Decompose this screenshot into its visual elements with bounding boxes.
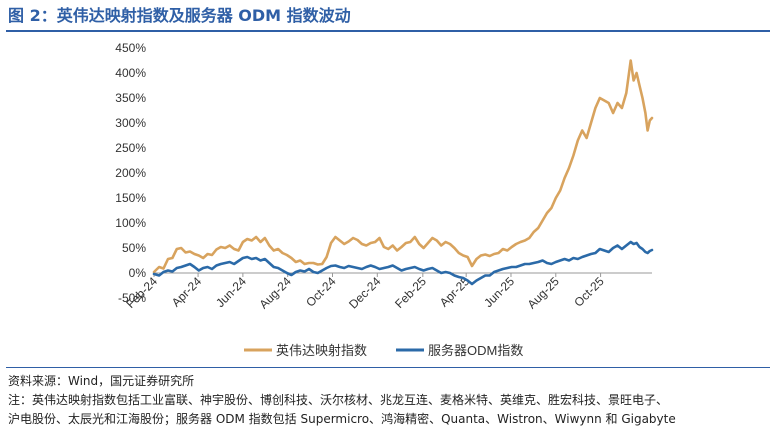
x-tick-label: Aug-25 bbox=[525, 274, 562, 311]
y-tick-label: 250% bbox=[115, 141, 146, 155]
y-tick-label: 150% bbox=[115, 191, 146, 205]
footnote-line-2: 沪电股份、太辰光和江海股份；服务器 ODM 指数包括 Supermicro、鸿海… bbox=[8, 412, 676, 426]
x-tick-label: Feb-25 bbox=[392, 274, 429, 311]
x-tick-label: Dec-24 bbox=[346, 274, 383, 311]
title-divider bbox=[6, 30, 770, 32]
x-tick-label: Jun-24 bbox=[213, 274, 249, 310]
chart-legend: 英伟达映射指数 服务器ODM指数 bbox=[244, 343, 523, 358]
y-tick-label: 300% bbox=[115, 116, 146, 130]
y-tick-label: -50% bbox=[118, 291, 146, 305]
series-line-nvidia-mapping bbox=[152, 59, 654, 274]
y-tick-label: 50% bbox=[122, 241, 146, 255]
y-tick-label: 350% bbox=[115, 91, 146, 105]
x-tick-label: Oct-24 bbox=[303, 274, 339, 310]
series-line-server-odm bbox=[152, 240, 654, 286]
source-note: 资料来源：Wind，国元证券研究所 bbox=[8, 374, 195, 388]
y-tick-label: 450% bbox=[115, 41, 146, 55]
x-tick-label: Oct-25 bbox=[571, 274, 607, 310]
legend-label: 服务器ODM指数 bbox=[428, 343, 523, 358]
x-tick-label: Jun-25 bbox=[481, 274, 517, 310]
y-tick-label: 200% bbox=[115, 166, 146, 180]
x-tick-label: Apr-24 bbox=[169, 274, 205, 310]
x-tick-label: Aug-24 bbox=[257, 274, 294, 311]
y-tick-label: 100% bbox=[115, 216, 146, 230]
chart-axes: -50% 0% 50% 100% 150% 200% 250% 300% 350% 400% 450… bbox=[115, 41, 652, 311]
footnote-line-1: 注：英伟达映射指数包括工业富联、神宇股份、博创科技、沃尔核材、兆龙互连、麦格米特… bbox=[8, 393, 669, 407]
y-tick-label: 400% bbox=[115, 66, 146, 80]
legend-label: 英伟达映射指数 bbox=[276, 343, 367, 358]
chart-series bbox=[152, 59, 654, 286]
y-tick-label: 0% bbox=[129, 266, 147, 280]
line-chart: -50% 0% 50% 100% 150% 200% 250% 300% 350% 400% 450… bbox=[115, 41, 654, 358]
page-title: 图 2：英伟达映射指数及服务器 ODM 指数波动 bbox=[8, 6, 351, 25]
footer-divider bbox=[6, 367, 770, 368]
